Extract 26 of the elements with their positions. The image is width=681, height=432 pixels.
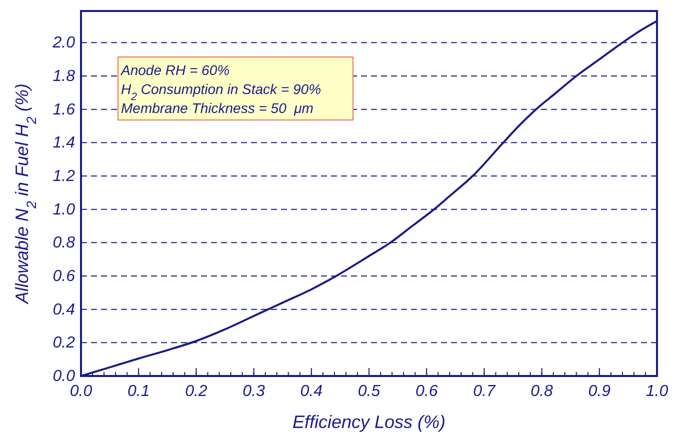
annotation: Membrane Thickness = 50 μm xyxy=(121,100,314,116)
y-tick-label: 0.6 xyxy=(52,268,76,285)
x-tick-label: 0.9 xyxy=(588,383,611,400)
x-tick-label: 0.0 xyxy=(70,383,92,400)
y-tick-label: 1.6 xyxy=(52,101,76,118)
x-tick-label: 0.8 xyxy=(530,383,554,400)
x-tick-label: 1.0 xyxy=(646,383,668,400)
x-tick-label: 0.3 xyxy=(242,383,266,400)
x-tick-label: 0.1 xyxy=(127,383,150,400)
y-tick-label: 0.4 xyxy=(52,301,76,318)
x-tick-label: 0.6 xyxy=(415,383,438,400)
x-tick-label: 0.5 xyxy=(358,383,380,400)
y-tick-label: 1.8 xyxy=(52,68,76,85)
y-tick-label: 0.2 xyxy=(52,334,76,352)
x-tick-label: 0.2 xyxy=(185,383,208,400)
y-tick-label: 1.0 xyxy=(52,201,76,218)
y-tick-label: 2.0 xyxy=(52,34,76,52)
annotation: H$_{2}$ Consumption in Stack = 90% xyxy=(121,81,322,103)
y-tick-label: 1.2 xyxy=(52,168,76,185)
annotation: Anode RH = 60% xyxy=(120,62,230,78)
y-tick-label: 0.0 xyxy=(52,368,76,385)
x-tick-label: 0.7 xyxy=(473,383,496,400)
y-tick-label: 1.4 xyxy=(52,134,76,152)
y-tick-label: 0.8 xyxy=(52,234,76,252)
x-tick-label: 0.4 xyxy=(300,383,323,400)
x-axis-title: Efficiency Loss (%) xyxy=(292,412,446,432)
